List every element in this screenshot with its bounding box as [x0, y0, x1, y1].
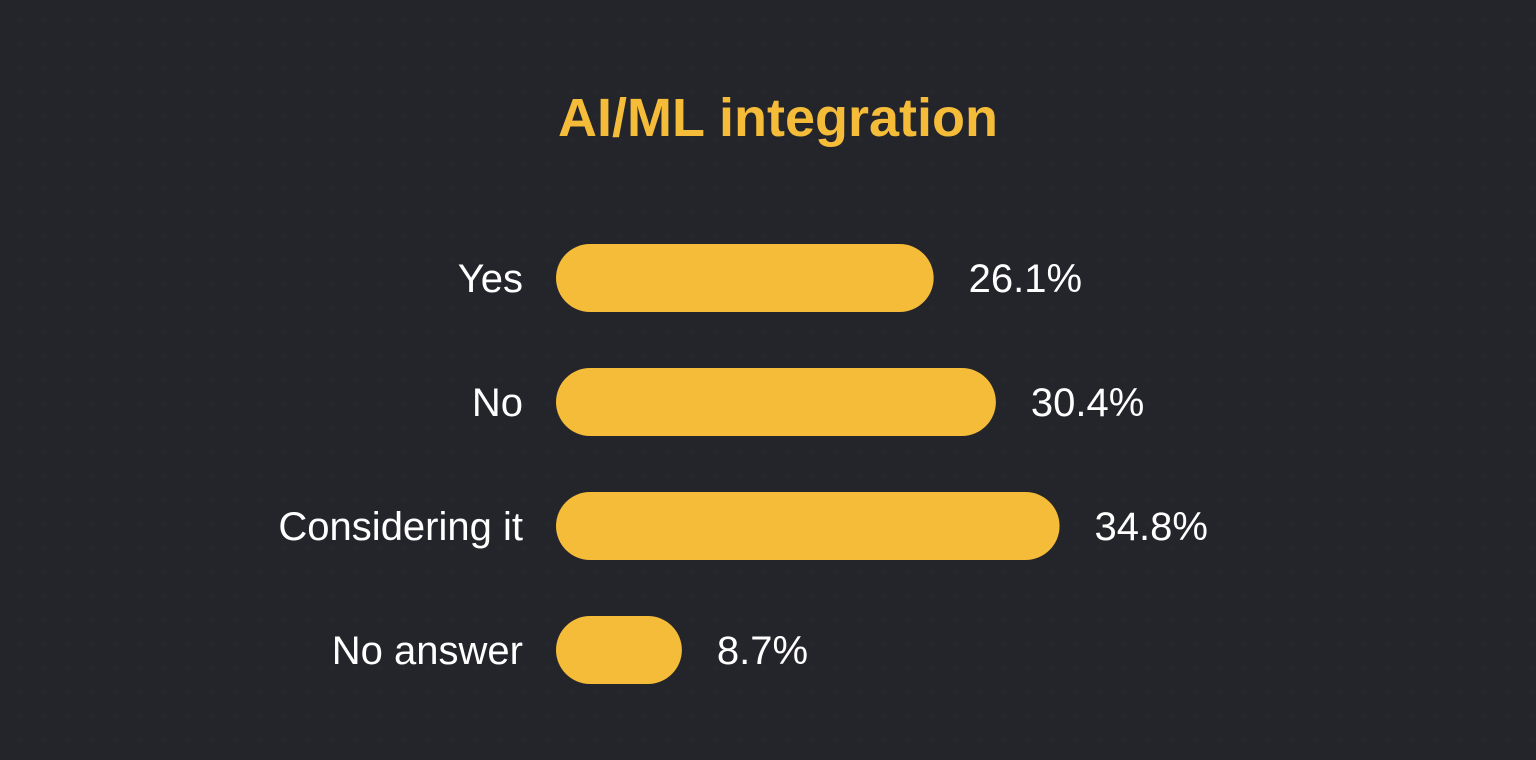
value-label: 26.1%: [969, 257, 1082, 301]
bars-group: Yes 26.1% No 30.4% Considering it 34.8% No ans…: [278, 244, 1208, 684]
bar-considering-it: [556, 492, 1060, 560]
chart-title: AI/ML integration: [558, 88, 998, 148]
value-label: 30.4%: [1031, 381, 1144, 425]
bar-no-answer: [556, 616, 682, 684]
bar-no: [556, 368, 996, 436]
category-label: Considering it: [278, 505, 523, 549]
bar-yes: [556, 244, 934, 312]
value-label: 34.8%: [1095, 505, 1208, 549]
category-label: No: [472, 381, 523, 425]
category-label: Yes: [458, 257, 523, 301]
category-label: No answer: [332, 629, 523, 673]
value-label: 8.7%: [717, 629, 808, 673]
